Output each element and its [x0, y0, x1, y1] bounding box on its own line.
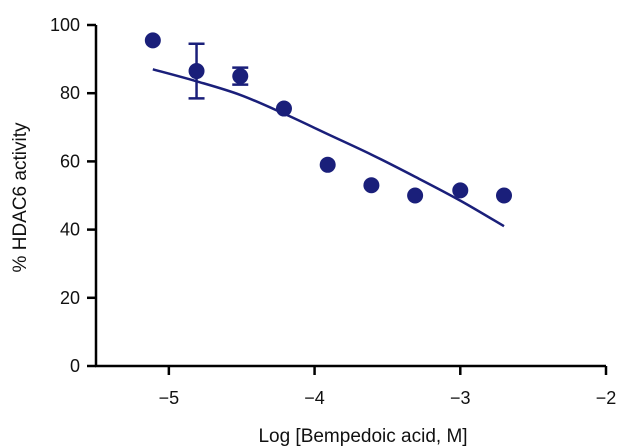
y-tick-label: 40: [60, 220, 80, 240]
data-points: [144, 32, 512, 204]
data-point: [407, 187, 424, 204]
axes: [94, 25, 606, 368]
x-axis-title: Log [Bempedoic acid, M]: [258, 426, 467, 447]
fit-curve-layer: [152, 68, 505, 228]
x-tick-label: −5: [159, 388, 180, 408]
data-point: [275, 100, 292, 117]
data-point: [363, 177, 380, 194]
x-tick-label: −3: [450, 388, 471, 408]
y-axis-title: % HDAC6 activity: [10, 122, 31, 272]
y-tick-label: 0: [70, 356, 80, 376]
y-tick-label: 60: [60, 151, 80, 171]
x-tick-label: −2: [596, 388, 617, 408]
y-tick-label: 100: [50, 15, 80, 35]
fit-curve: [152, 68, 505, 228]
data-point: [232, 68, 249, 85]
x-ticks: −5 −4 −3 −2: [159, 366, 617, 408]
y-tick-label: 80: [60, 83, 80, 103]
data-point: [319, 156, 336, 173]
y-ticks: 0 20 40 60 80 100: [50, 15, 96, 376]
data-point: [496, 187, 512, 204]
data-point: [452, 182, 469, 199]
x-tick-label: −4: [304, 388, 325, 408]
data-point: [144, 32, 161, 49]
y-tick-label: 20: [60, 288, 80, 308]
data-point: [188, 63, 205, 80]
